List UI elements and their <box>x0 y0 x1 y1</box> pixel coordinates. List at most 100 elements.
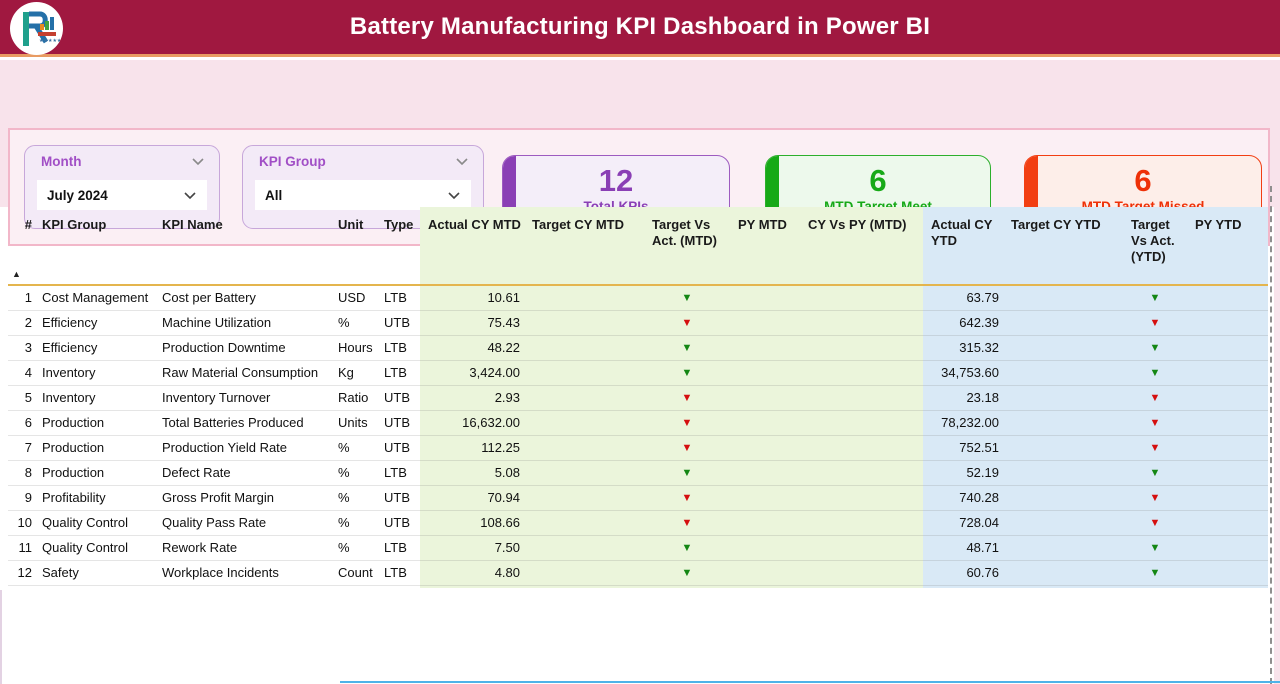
column-header-type[interactable]: Type <box>384 217 414 232</box>
bottom-selection-line <box>340 681 1280 683</box>
chevron-down-icon[interactable] <box>455 157 469 166</box>
column-header-actual-cy-mtd[interactable]: Actual CY MTD <box>428 217 521 232</box>
table-row[interactable]: 2 Efficiency Machine Utilization % UTB 7… <box>8 311 1268 336</box>
column-header-actual-cy-ytd[interactable]: Actual CY YTD <box>931 217 993 248</box>
table-row[interactable]: 1 Cost Management Cost per Battery USD L… <box>8 286 1268 311</box>
cell-kpi-group: Inventory <box>42 365 96 380</box>
cell-cy-vs-py-mtd <box>800 436 923 460</box>
cell-target-cy-mtd <box>524 561 644 585</box>
chevron-down-icon[interactable] <box>191 157 205 166</box>
column-header-target-vs-act-mtd[interactable]: Target Vs Act. (MTD) <box>652 217 717 248</box>
cell-actual-cy-mtd: 7.50 <box>494 540 520 555</box>
target-vs-actual-ytd-arrow-icon: ▼ <box>1149 367 1161 379</box>
column-header-py-mtd[interactable]: PY MTD <box>738 217 787 232</box>
logo: ★★★★★ <box>10 2 63 55</box>
cell-kpi-group: Production <box>42 415 105 430</box>
table-row[interactable]: 3 Efficiency Production Downtime Hours L… <box>8 336 1268 361</box>
cell-cy-vs-py-mtd <box>800 461 923 485</box>
cell-kpi-name: Rework Rate <box>162 540 238 555</box>
cell-actual-cy-mtd: 2.93 <box>494 390 520 405</box>
cell-kpi-group: Efficiency <box>42 340 98 355</box>
chevron-down-icon[interactable] <box>447 191 461 200</box>
cell-unit: % <box>338 465 350 480</box>
target-vs-actual-mtd-arrow-icon: ▼ <box>681 317 693 329</box>
table-row[interactable]: 10 Quality Control Quality Pass Rate % U… <box>8 511 1268 536</box>
cell-kpi-name: Raw Material Consumption <box>162 365 319 380</box>
cell-cy-vs-py-mtd <box>800 511 923 535</box>
column-header-target-vs-act-ytd[interactable]: Target Vs Act. (YTD) <box>1131 217 1175 264</box>
target-vs-actual-ytd-arrow-icon: ▼ <box>1149 342 1161 354</box>
column-header-py-ytd[interactable]: PY YTD <box>1195 217 1242 232</box>
cell-unit: % <box>338 315 350 330</box>
cell-actual-cy-mtd: 4.80 <box>494 565 520 580</box>
kpi-group-slicer-label: KPI Group <box>259 154 326 169</box>
column-header-cy-vs-py-mtd[interactable]: CY Vs PY (MTD) <box>808 217 907 232</box>
cell-target-cy-mtd <box>524 511 644 535</box>
cell-index: 1 <box>24 290 32 305</box>
column-header-target-cy-mtd[interactable]: Target CY MTD <box>532 217 624 232</box>
cell-unit: Count <box>338 565 373 580</box>
table-row[interactable]: 9 Profitability Gross Profit Margin % UT… <box>8 486 1268 511</box>
cell-actual-cy-mtd: 48.22 <box>487 340 520 355</box>
table-row[interactable]: 8 Production Defect Rate % LTB 5.08 ▼ 52… <box>8 461 1268 486</box>
cell-actual-cy-mtd: 5.08 <box>494 465 520 480</box>
cell-kpi-group: Inventory <box>42 390 96 405</box>
column-header-index[interactable]: # <box>24 217 32 232</box>
cell-cy-vs-py-mtd <box>800 361 923 385</box>
target-vs-actual-ytd-arrow-icon: ▼ <box>1149 467 1161 479</box>
column-header-kpi-name[interactable]: KPI Name <box>162 217 223 232</box>
cell-py-mtd <box>730 336 800 360</box>
cell-target-cy-mtd <box>524 336 644 360</box>
chevron-down-icon[interactable] <box>183 191 197 200</box>
table-row[interactable]: 7 Production Production Yield Rate % UTB… <box>8 436 1268 461</box>
mtd-section-background <box>420 207 923 588</box>
cell-target-cy-mtd <box>524 486 644 510</box>
kpi-group-dropdown[interactable]: All <box>255 180 471 210</box>
cell-kpi-group: Quality Control <box>42 515 128 530</box>
cell-cy-vs-py-mtd <box>800 336 923 360</box>
target-vs-actual-mtd-arrow-icon: ▼ <box>681 467 693 479</box>
logo-graphic: ★★★★★ <box>22 11 60 46</box>
sort-ascending-icon[interactable]: ▲ <box>12 269 21 279</box>
cell-py-ytd <box>1187 536 1268 560</box>
cell-target-cy-ytd <box>1003 461 1123 485</box>
month-dropdown[interactable]: July 2024 <box>37 180 207 210</box>
cell-actual-cy-mtd: 3,424.00 <box>469 365 520 380</box>
column-header-kpi-group[interactable]: KPI Group <box>42 217 107 232</box>
mtd-target-meet-value: 6 <box>869 162 887 198</box>
column-header-target-cy-ytd[interactable]: Target CY YTD <box>1011 217 1101 232</box>
kpi-group-slicer[interactable]: KPI Group All <box>242 145 484 229</box>
cell-py-ytd <box>1187 436 1268 460</box>
target-vs-actual-mtd-arrow-icon: ▼ <box>681 367 693 379</box>
cell-py-ytd <box>1187 286 1268 310</box>
target-vs-actual-mtd-arrow-icon: ▼ <box>681 392 693 404</box>
cell-py-ytd <box>1187 386 1268 410</box>
cell-py-ytd <box>1187 311 1268 335</box>
cell-target-cy-ytd <box>1003 511 1123 535</box>
cell-type: UTB <box>384 415 410 430</box>
cell-type: UTB <box>384 490 410 505</box>
right-edge-strip <box>1274 186 1280 684</box>
cell-index: 10 <box>17 515 32 530</box>
table-row[interactable]: 12 Safety Workplace Incidents Count LTB … <box>8 561 1268 586</box>
cell-target-cy-mtd <box>524 361 644 385</box>
cell-actual-cy-ytd: 34,753.60 <box>941 365 999 380</box>
cell-unit: Ratio <box>338 390 369 405</box>
cell-type: LTB <box>384 365 407 380</box>
cell-py-ytd <box>1187 486 1268 510</box>
month-slicer[interactable]: Month July 2024 <box>24 145 220 229</box>
cell-target-cy-ytd <box>1003 486 1123 510</box>
table-row[interactable]: 11 Quality Control Rework Rate % LTB 7.5… <box>8 536 1268 561</box>
cell-target-cy-mtd <box>524 286 644 310</box>
column-header-unit[interactable]: Unit <box>338 217 364 232</box>
table-row[interactable]: 6 Production Total Batteries Produced Un… <box>8 411 1268 436</box>
cell-actual-cy-ytd: 48.71 <box>966 540 999 555</box>
card-accent-bar <box>766 156 779 221</box>
card-accent-bar <box>1025 156 1038 221</box>
target-vs-actual-ytd-arrow-icon: ▼ <box>1149 492 1161 504</box>
cell-actual-cy-ytd: 78,232.00 <box>941 415 999 430</box>
cell-kpi-name: Machine Utilization <box>162 315 272 330</box>
cell-target-cy-mtd <box>524 411 644 435</box>
table-row[interactable]: 4 Inventory Raw Material Consumption Kg … <box>8 361 1268 386</box>
table-row[interactable]: 5 Inventory Inventory Turnover Ratio UTB… <box>8 386 1268 411</box>
